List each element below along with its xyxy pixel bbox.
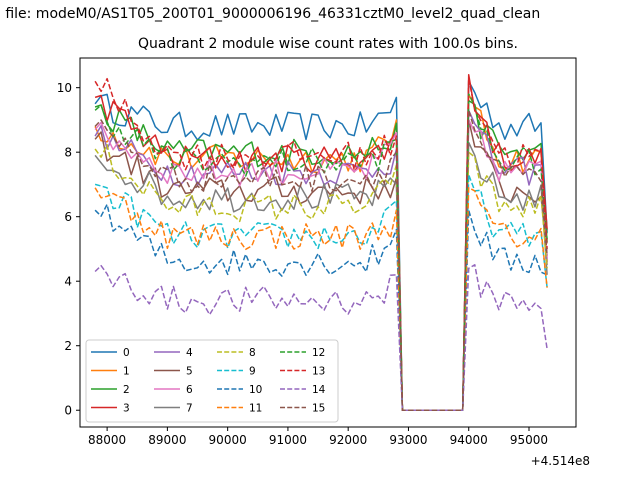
legend-label-12: 12 [312,347,325,359]
x-tick-label: 89000 [148,433,186,447]
y-tick-label: 6 [64,210,72,224]
y-tick-label: 4 [64,275,72,289]
legend-label-2: 2 [123,384,130,396]
y-tick-label: 2 [64,339,72,353]
series-line-0 [94,80,548,411]
legend-label-11: 11 [249,403,262,415]
legend-label-3: 3 [123,403,130,415]
legend-label-0: 0 [123,347,130,359]
series-line-9 [94,174,548,411]
legend-label-7: 7 [186,403,193,415]
figure-suptitle: n file: modeM0/AS1T05_200T01_9000006196_… [0,6,541,22]
legend-label-13: 13 [312,366,325,378]
legend-label-4: 4 [186,347,193,359]
legend-label-9: 9 [249,366,256,378]
legend-box [85,339,339,423]
series-line-8 [94,143,548,411]
x-tick-label: 92000 [329,433,367,447]
legend-label-14: 14 [312,384,326,396]
legend-label-6: 6 [186,384,193,396]
series-line-10 [94,203,548,411]
x-offset-label: +4.514e8 [531,454,590,468]
series-line-2 [94,99,548,411]
y-tick-label: 0 [64,404,72,418]
series-line-13 [94,77,548,411]
x-tick-label: 88000 [88,433,126,447]
series-line-5 [94,119,548,411]
y-tick-label: 10 [57,81,72,95]
legend-label-15: 15 [312,403,325,415]
axes-frame [79,57,577,428]
series-line-12 [94,93,548,411]
series-line-15 [94,109,548,411]
x-tick-label: 94000 [450,433,488,447]
series-group [94,74,548,411]
legend-label-5: 5 [186,366,193,378]
series-line-11 [94,186,548,411]
x-tick-label: 90000 [209,433,247,447]
series-line-7 [94,141,548,411]
legend-label-1: 1 [123,366,130,378]
legend-label-8: 8 [249,347,256,359]
x-tick-label: 91000 [269,433,307,447]
x-tick-label: 95000 [510,433,548,447]
legend-label-10: 10 [249,384,262,396]
x-tick-label: 93000 [389,433,427,447]
series-line-14 [94,264,548,411]
y-tick-label: 8 [64,146,72,160]
chart-title: Quadrant 2 module wise count rates with … [138,36,518,52]
